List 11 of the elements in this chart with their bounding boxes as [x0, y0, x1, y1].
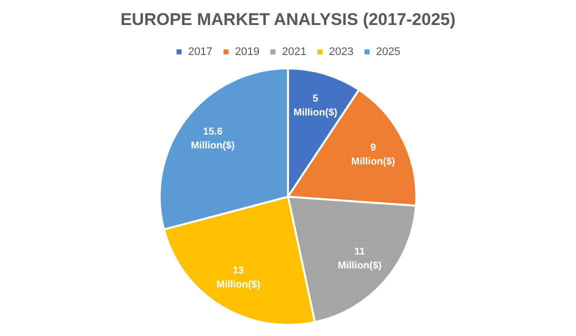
data-label: 13 Million($) — [216, 265, 260, 290]
data-label: 11 Million($) — [338, 246, 382, 272]
chart-title: EUROPE MARKET ANALYSIS (2017-2025) — [120, 10, 456, 29]
legend-label: 2023 — [328, 46, 354, 58]
data-label: 15.6 Million($) — [190, 126, 235, 152]
legend-label: 2025 — [376, 46, 400, 58]
data-label: 5 Million($) — [293, 94, 338, 119]
legend-label: 2017 — [188, 46, 213, 58]
data-label: 9 Million($) — [351, 142, 396, 168]
legend-label: 2019 — [235, 46, 260, 58]
legend-label: 2021 — [282, 46, 306, 58]
